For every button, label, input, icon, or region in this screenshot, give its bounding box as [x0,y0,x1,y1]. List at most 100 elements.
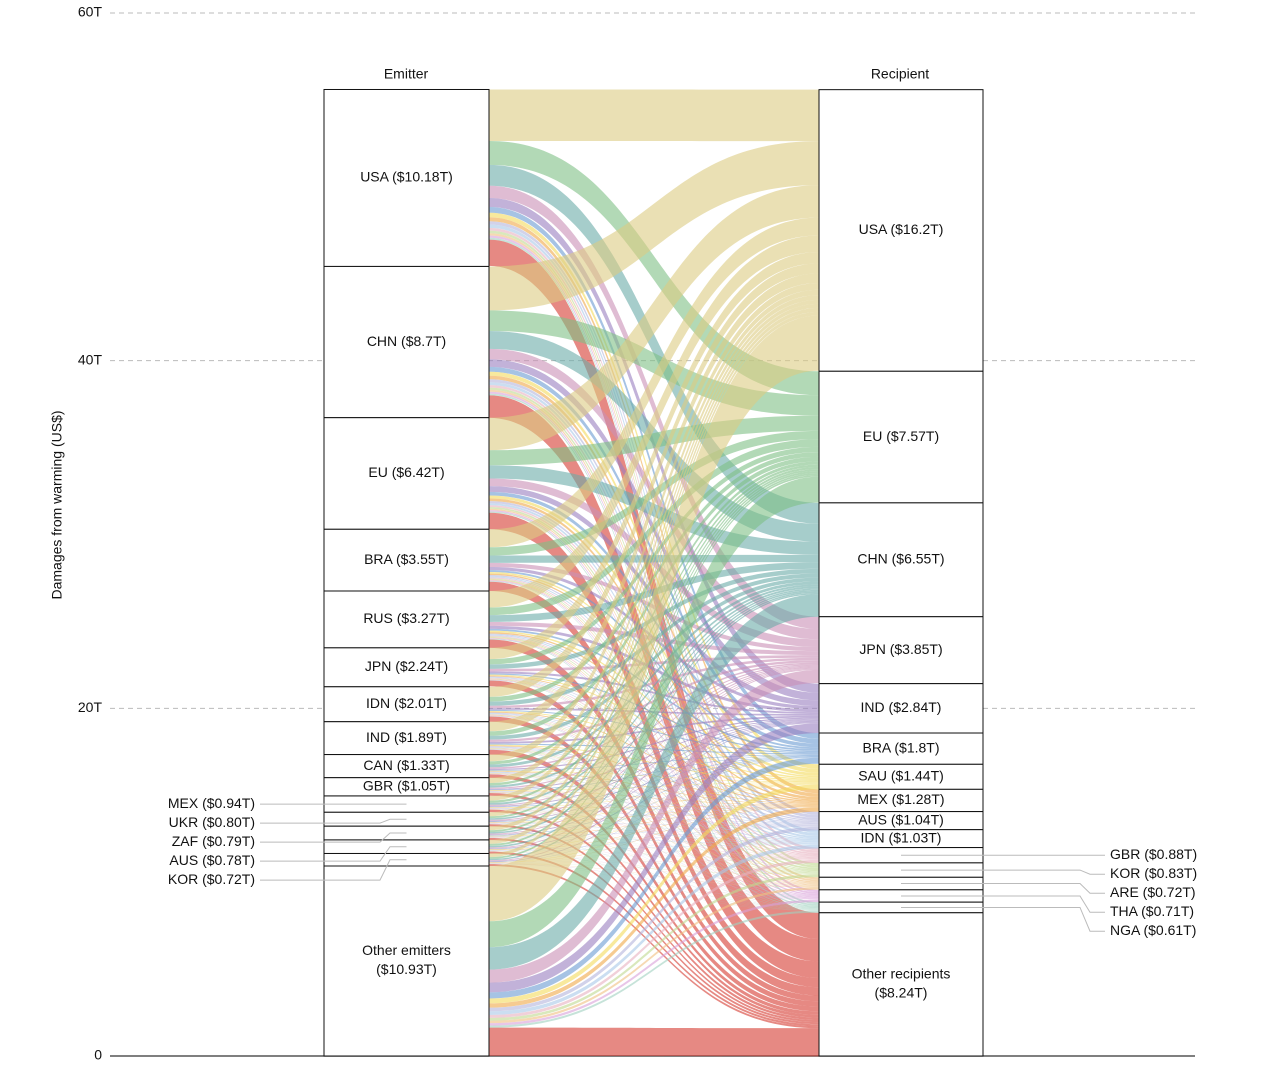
flow [489,667,819,835]
node-label: AUS ($0.78T) [169,852,255,868]
node-label: GBR ($1.05T) [363,778,450,794]
flow [489,295,819,801]
node-label: USA ($10.18T) [360,169,453,185]
flow [489,783,819,850]
node-label: IDN ($2.01T) [366,695,447,711]
flow [489,723,819,993]
flow [489,774,819,910]
flow [489,791,819,826]
flow [489,634,819,841]
y-tick-label: 40T [78,351,103,367]
flow [489,666,819,821]
flow [489,1027,819,1057]
leader-line [260,846,407,862]
node [323,590,490,649]
flow [489,273,819,732]
flow [489,235,819,608]
flow [489,507,819,870]
flow [489,580,819,897]
flow [489,164,819,524]
flow [489,836,819,845]
flow [489,782,819,808]
flow [489,89,819,142]
flow [489,206,819,739]
flow [489,844,819,851]
flow [489,476,819,948]
flow [489,633,819,823]
flow [489,710,819,781]
node-label: IND ($1.89T) [366,729,447,745]
node-label: JPN ($2.24T) [365,658,448,674]
flow [489,371,819,773]
node-label: EU ($7.57T) [863,428,939,444]
flow [489,669,819,862]
node-label: ARE ($0.72T) [1110,884,1196,900]
flow [489,910,819,1028]
leader-line [901,883,1105,894]
flow [489,806,819,863]
flow [489,863,819,875]
flow [489,748,819,873]
flow [489,141,819,311]
flow [489,625,819,713]
flow [489,439,819,616]
flow [489,665,819,806]
node-label: UKR ($0.80T) [169,814,255,830]
flow [489,503,819,839]
flow [489,395,819,962]
flow [489,792,819,899]
flow [489,252,819,660]
flow [489,826,819,851]
node-label: BRA ($1.8T) [862,739,939,755]
flow [489,757,819,999]
nodes [323,88,984,1057]
flow [489,807,819,1008]
flow [489,826,819,1012]
flow [489,791,819,844]
flow [489,824,819,1023]
flow [489,512,819,978]
flow [489,140,819,396]
flow [489,586,819,805]
flow [489,771,819,825]
flow [489,823,819,874]
flow [489,808,819,860]
flow [489,472,819,846]
flow [489,837,819,911]
node-label: CHN ($8.7T) [367,333,446,349]
leader-line [260,818,407,824]
flow [489,837,819,900]
flow [489,668,819,849]
node [323,265,490,419]
node-label: ($10.93T) [376,961,437,977]
leader-line [260,832,407,843]
node-label: IND ($2.84T) [861,699,942,715]
flow [489,809,819,887]
flow [489,747,819,859]
flow [489,743,819,755]
flow [489,185,819,629]
flow [489,217,819,548]
node-label: MEX ($0.94T) [168,795,255,811]
emitter-title: Emitter [384,66,429,82]
node-label: USA ($16.2T) [859,221,944,237]
flow [489,573,819,801]
flow [489,716,819,910]
flow [489,680,819,1002]
node [818,732,984,765]
flow [489,746,819,843]
node [818,89,984,372]
flow [489,677,819,858]
node [323,721,490,756]
flow [489,809,819,1021]
node-label: MEX ($1.28T) [857,791,944,807]
flow [489,783,819,823]
flow [489,773,819,899]
flow [489,498,819,800]
flow [489,657,819,709]
flow [489,824,819,911]
leader-line [901,895,1105,913]
node [818,912,984,1057]
flow [489,221,819,815]
